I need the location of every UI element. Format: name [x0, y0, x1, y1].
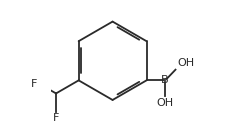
Text: B: B [161, 75, 169, 85]
Text: F: F [31, 79, 38, 89]
Text: F: F [53, 113, 59, 123]
Text: OH: OH [156, 98, 173, 108]
Text: OH: OH [178, 58, 195, 68]
